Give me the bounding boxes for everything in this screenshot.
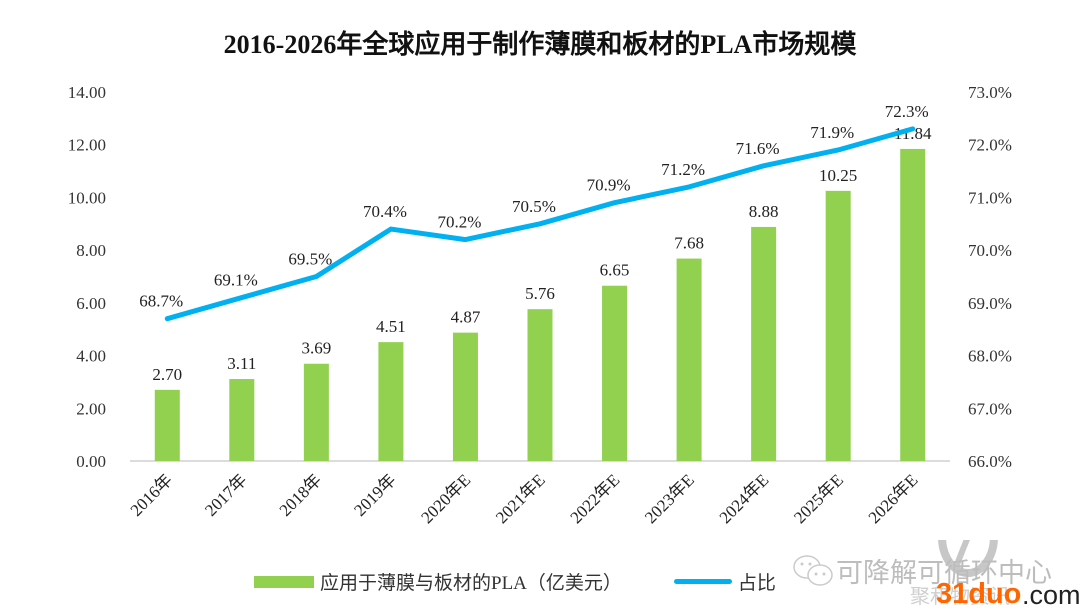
bar-data-label: 3.69 — [301, 339, 331, 358]
line-data-labels: 68.7% 69.1% 69.5% 70.4% 70.2% 70.5% 70.9% 71.2%… — [139, 102, 928, 311]
line-data-label: 72.3% — [885, 102, 929, 121]
x-tick-label: 2020年E — [417, 470, 474, 527]
x-tick-label: 2024年E — [716, 470, 773, 527]
watermark: 可降解可循环中心 聚和物资讯 31duo .com — [790, 540, 1080, 613]
wechat-account-name: 可降解可循环中心 — [836, 558, 1052, 589]
legend-swatch-line — [673, 579, 732, 584]
legend-item-bar: 应用于薄膜与板材的PLA（亿美元） — [254, 568, 622, 595]
x-tick-label: 2018年 — [276, 470, 325, 519]
legend: 应用于薄膜与板材的PLA（亿美元） 占比 — [254, 568, 828, 595]
bar — [676, 258, 702, 461]
line-data-label: 69.1% — [214, 271, 258, 290]
x-tick-label: 2019年 — [350, 470, 399, 519]
bar — [303, 363, 329, 461]
y-right-tick-label: 71.0% — [968, 188, 1012, 207]
line-data-label: 70.4% — [363, 202, 407, 221]
line-series — [164, 126, 916, 322]
brand-suffix: .com — [1022, 580, 1080, 610]
legend-swatch-bar — [254, 575, 314, 588]
bar-data-label: 11.84 — [894, 124, 932, 143]
legend-label-line: 占比 — [737, 573, 776, 594]
bar-series — [154, 148, 926, 461]
line-data-label: 71.2% — [661, 160, 705, 179]
y-axis-left: 0.00 2.00 4.00 6.00 8.00 10.00 12.00 14.00 — [68, 83, 106, 471]
y-left-tick-label: 10.00 — [68, 188, 106, 207]
legend-label-bar: 应用于薄膜与板材的PLA（亿美元） — [320, 573, 622, 594]
y-right-tick-label: 70.0% — [968, 241, 1012, 260]
x-tick-label: 2025年E — [790, 470, 847, 527]
chart-title: 2016-2026年全球应用于制作薄膜和板材的PLA市场规模 — [223, 30, 857, 59]
y-axis-right: 66.0% 67.0% 68.0% 69.0% 70.0% 71.0% 72.0% 73.0% — [968, 83, 1012, 471]
leaf-logo-icon — [938, 540, 998, 577]
x-tick-label: 2016年 — [127, 470, 176, 519]
x-tick-label: 2026年E — [865, 470, 922, 527]
y-left-tick-label: 4.00 — [76, 347, 106, 366]
y-left-tick-label: 6.00 — [76, 294, 106, 313]
bar-data-label: 2.70 — [152, 365, 182, 384]
brand-number: 31duo — [936, 578, 1022, 610]
bar — [602, 285, 628, 461]
watermark-subtext: 聚和物资讯 — [910, 584, 1010, 608]
bar-data-label: 4.87 — [451, 308, 481, 327]
bar — [825, 190, 851, 461]
bar-data-label: 8.88 — [749, 202, 779, 221]
watermark-graphics — [793, 540, 998, 586]
x-tick-label: 2023年E — [641, 470, 698, 527]
bar-data-label: 5.76 — [525, 284, 555, 303]
line-data-label: 71.6% — [736, 139, 780, 158]
y-right-tick-label: 73.0% — [968, 83, 1012, 102]
y-left-tick-label: 0.00 — [76, 452, 106, 471]
bar-data-label: 4.51 — [376, 317, 406, 336]
line-data-label: 71.9% — [810, 123, 854, 142]
bar — [452, 332, 478, 461]
bar — [900, 148, 926, 461]
bar — [229, 379, 255, 461]
bar-data-labels: 2.70 3.11 3.69 4.51 4.87 5.76 6.65 7.68 8.88 10.2… — [152, 124, 932, 384]
wechat-icon — [793, 555, 833, 586]
legend-item-line: 占比 — [673, 568, 776, 595]
y-right-tick-label: 66.0% — [968, 452, 1012, 471]
line-data-label: 70.2% — [437, 213, 481, 232]
y-right-tick-label: 68.0% — [968, 347, 1012, 366]
x-tick-label: 2017年 — [201, 470, 250, 519]
bar — [154, 389, 180, 461]
y-left-tick-label: 12.00 — [68, 136, 106, 155]
bar-data-label: 10.25 — [819, 166, 857, 185]
y-left-tick-label: 8.00 — [76, 241, 106, 260]
line-data-label: 69.5% — [288, 250, 332, 269]
bar — [527, 309, 553, 461]
bar-data-label: 6.65 — [600, 261, 630, 280]
x-tick-label: 2022年E — [567, 470, 624, 527]
line-data-label: 70.5% — [512, 197, 556, 216]
y-right-tick-label: 67.0% — [968, 399, 1012, 418]
x-axis: 2016年 2017年 2018年 2019年 2020年E 2021年E 2022年E 20… — [127, 470, 922, 527]
y-left-tick-label: 14.00 — [68, 83, 106, 102]
y-left-tick-label: 2.00 — [76, 399, 106, 418]
y-right-tick-label: 69.0% — [968, 294, 1012, 313]
bar — [751, 226, 777, 461]
bar — [378, 342, 404, 461]
x-tick-label: 2021年E — [492, 470, 549, 527]
y-right-tick-label: 72.0% — [968, 136, 1012, 155]
bar-data-label: 3.11 — [227, 354, 256, 373]
line-data-label: 70.9% — [587, 176, 631, 195]
line-data-label: 68.7% — [139, 292, 183, 311]
bar-data-label: 7.68 — [674, 234, 704, 253]
